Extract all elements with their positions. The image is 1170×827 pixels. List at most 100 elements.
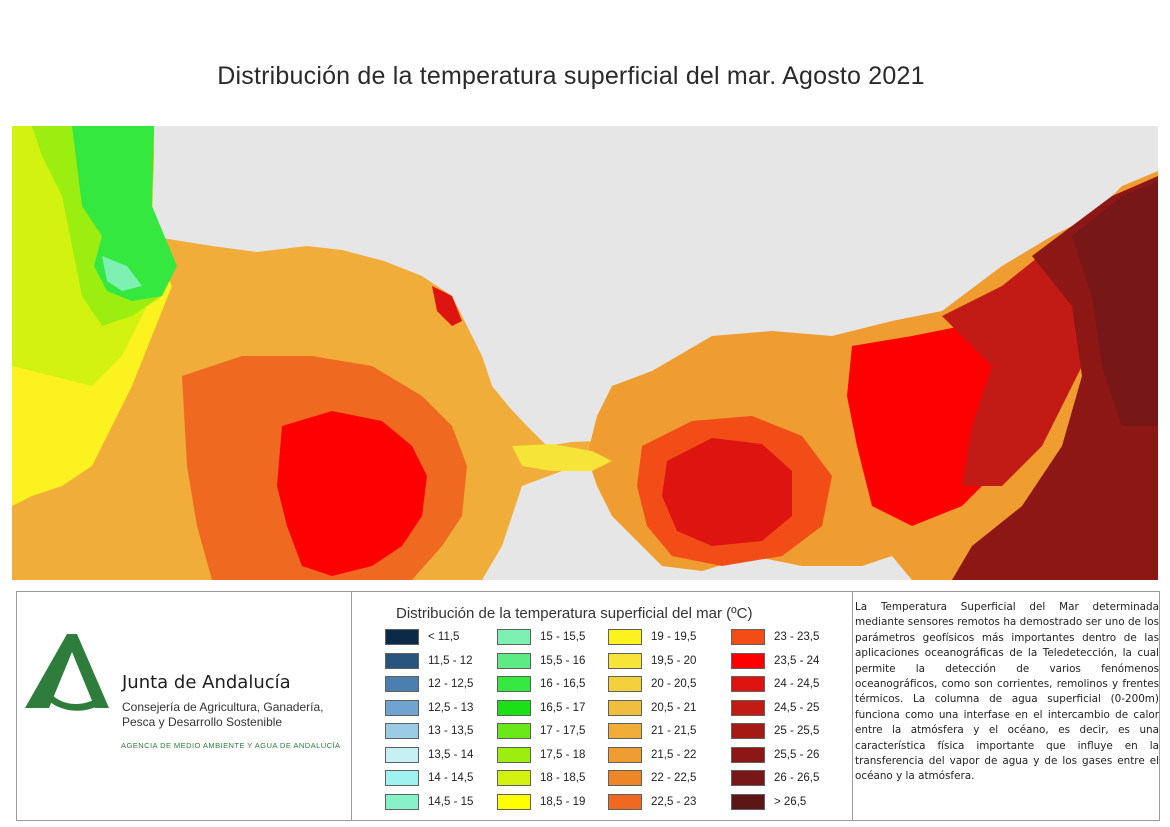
legend-swatch [731, 652, 765, 669]
legend-item: 11,5 - 12 [385, 652, 473, 670]
legend-swatch [731, 699, 765, 716]
legend-label: 16,5 - 17 [540, 701, 586, 714]
legend-label: 21,5 - 22 [651, 748, 697, 761]
legend-item: 24 - 24,5 [731, 675, 819, 693]
legend-swatch [385, 770, 419, 786]
legend-item: 22,5 - 23 [608, 793, 696, 811]
legend-item: 25 - 25,5 [731, 722, 819, 740]
legend-item: 18,5 - 19 [497, 793, 585, 811]
sea-temperature-map [12, 126, 1158, 580]
legend-swatch [608, 746, 642, 763]
legend-swatch [497, 723, 531, 739]
temperature-raster [12, 126, 1158, 580]
legend-swatch [731, 629, 765, 645]
legend-item: 19 - 19,5 [608, 628, 696, 646]
legend-label: 20,5 - 21 [651, 701, 697, 714]
legend-label: 11,5 - 12 [428, 654, 473, 667]
legend-item: 16,5 - 17 [497, 699, 585, 717]
legend-label: 18 - 18,5 [540, 772, 586, 784]
info-panel: Junta de Andalucía Consejería de Agricul… [16, 591, 1160, 821]
legend-label: 21 - 21,5 [651, 725, 697, 737]
legend-item: 16 - 16,5 [497, 675, 585, 693]
legend-label: 20 - 20,5 [651, 678, 697, 690]
legend-item: 12 - 12,5 [385, 675, 473, 693]
legend-swatch [385, 793, 419, 810]
legend-swatch [385, 676, 419, 692]
legend-item: 13 - 13,5 [385, 722, 473, 740]
legend-label: 22,5 - 23 [651, 795, 697, 808]
legend-swatch [497, 746, 531, 763]
cool-water-bright-green [72, 126, 177, 301]
legend-label: 14,5 - 15 [428, 795, 474, 808]
legend-label: 23,5 - 24 [774, 654, 820, 667]
legend-swatch [731, 746, 765, 763]
legend-label: 24 - 24,5 [774, 678, 820, 690]
legend-item: 24,5 - 25 [731, 699, 819, 717]
legend-label: < 11,5 [428, 631, 460, 643]
legend-item: 21 - 21,5 [608, 722, 696, 740]
east-med-deep-maroon [1072, 181, 1158, 426]
legend-swatch [497, 699, 531, 716]
legend-label: 24,5 - 25 [774, 701, 820, 714]
legend-item: 20 - 20,5 [608, 675, 696, 693]
legend-label: > 26,5 [774, 795, 807, 808]
legend-item: 14,5 - 15 [385, 793, 473, 811]
legend-item: 23 - 23,5 [731, 628, 819, 646]
legend-swatch [731, 793, 765, 810]
legend-item: > 26,5 [731, 793, 806, 811]
legend-swatch [497, 793, 531, 810]
legend-label: 12,5 - 13 [428, 701, 474, 714]
legend-swatch [385, 699, 419, 716]
legend-swatch [385, 746, 419, 763]
legend-swatch [385, 652, 419, 669]
legend-item: 15,5 - 16 [497, 652, 585, 670]
alboran-eddy-core [662, 438, 792, 546]
legend-swatch [731, 676, 765, 692]
legend-item: 13,5 - 14 [385, 746, 473, 764]
legend-swatch [608, 629, 642, 645]
legend-swatch [731, 770, 765, 786]
legend-label: 13 - 13,5 [428, 725, 474, 737]
legend-label: 17 - 17,5 [540, 725, 586, 737]
legend: Distribución de la temperatura superfici… [352, 592, 853, 820]
legend-item: 25,5 - 26 [731, 746, 819, 764]
legend-swatch [497, 676, 531, 692]
legend-item: 22 - 22,5 [608, 769, 696, 787]
legend-swatch [731, 723, 765, 739]
cool-water-mint [102, 256, 142, 291]
legend-item: 19,5 - 20 [608, 652, 696, 670]
legend-item: 23,5 - 24 [731, 652, 819, 670]
legend-item: 21,5 - 22 [608, 746, 696, 764]
legend-label: 18,5 - 19 [540, 795, 586, 808]
junta-andalucia-logo-icon [25, 634, 109, 711]
legend-swatch [497, 770, 531, 786]
department-name: Consejería de Agricultura, Ganadería, Pe… [122, 700, 324, 729]
legend-item: 26 - 26,5 [731, 769, 819, 787]
legend-item: 20,5 - 21 [608, 699, 696, 717]
legend-label: 16 - 16,5 [540, 678, 586, 690]
legend-label: 12 - 12,5 [428, 678, 474, 690]
legend-swatch [497, 629, 531, 645]
logo-section: Junta de Andalucía Consejería de Agricul… [17, 592, 352, 820]
legend-label: 19 - 19,5 [651, 631, 697, 643]
legend-swatch [385, 629, 419, 645]
legend-label: 22 - 22,5 [651, 772, 697, 784]
legend-item: 12,5 - 13 [385, 699, 473, 717]
legend-item: 14 - 14,5 [385, 769, 473, 787]
legend-label: 14 - 14,5 [428, 772, 474, 784]
legend-label: 15 - 15,5 [540, 631, 586, 643]
legend-title: Distribución de la temperatura superfici… [396, 605, 753, 622]
legend-swatch [608, 652, 642, 669]
agency-name: AGENCIA DE MEDIO AMBIENTE Y AGUA DE ANDA… [121, 741, 341, 750]
legend-item: 18 - 18,5 [497, 769, 585, 787]
legend-swatch [385, 723, 419, 739]
legend-swatch [608, 723, 642, 739]
legend-label: 25,5 - 26 [774, 748, 820, 761]
org-name: Junta de Andalucía [122, 672, 291, 693]
legend-label: 23 - 23,5 [774, 631, 820, 643]
map-title: Distribución de la temperatura superfici… [217, 62, 925, 90]
legend-swatch [497, 652, 531, 669]
legend-swatch [608, 770, 642, 786]
legend-label: 17,5 - 18 [540, 748, 586, 761]
legend-item: 17 - 17,5 [497, 722, 585, 740]
